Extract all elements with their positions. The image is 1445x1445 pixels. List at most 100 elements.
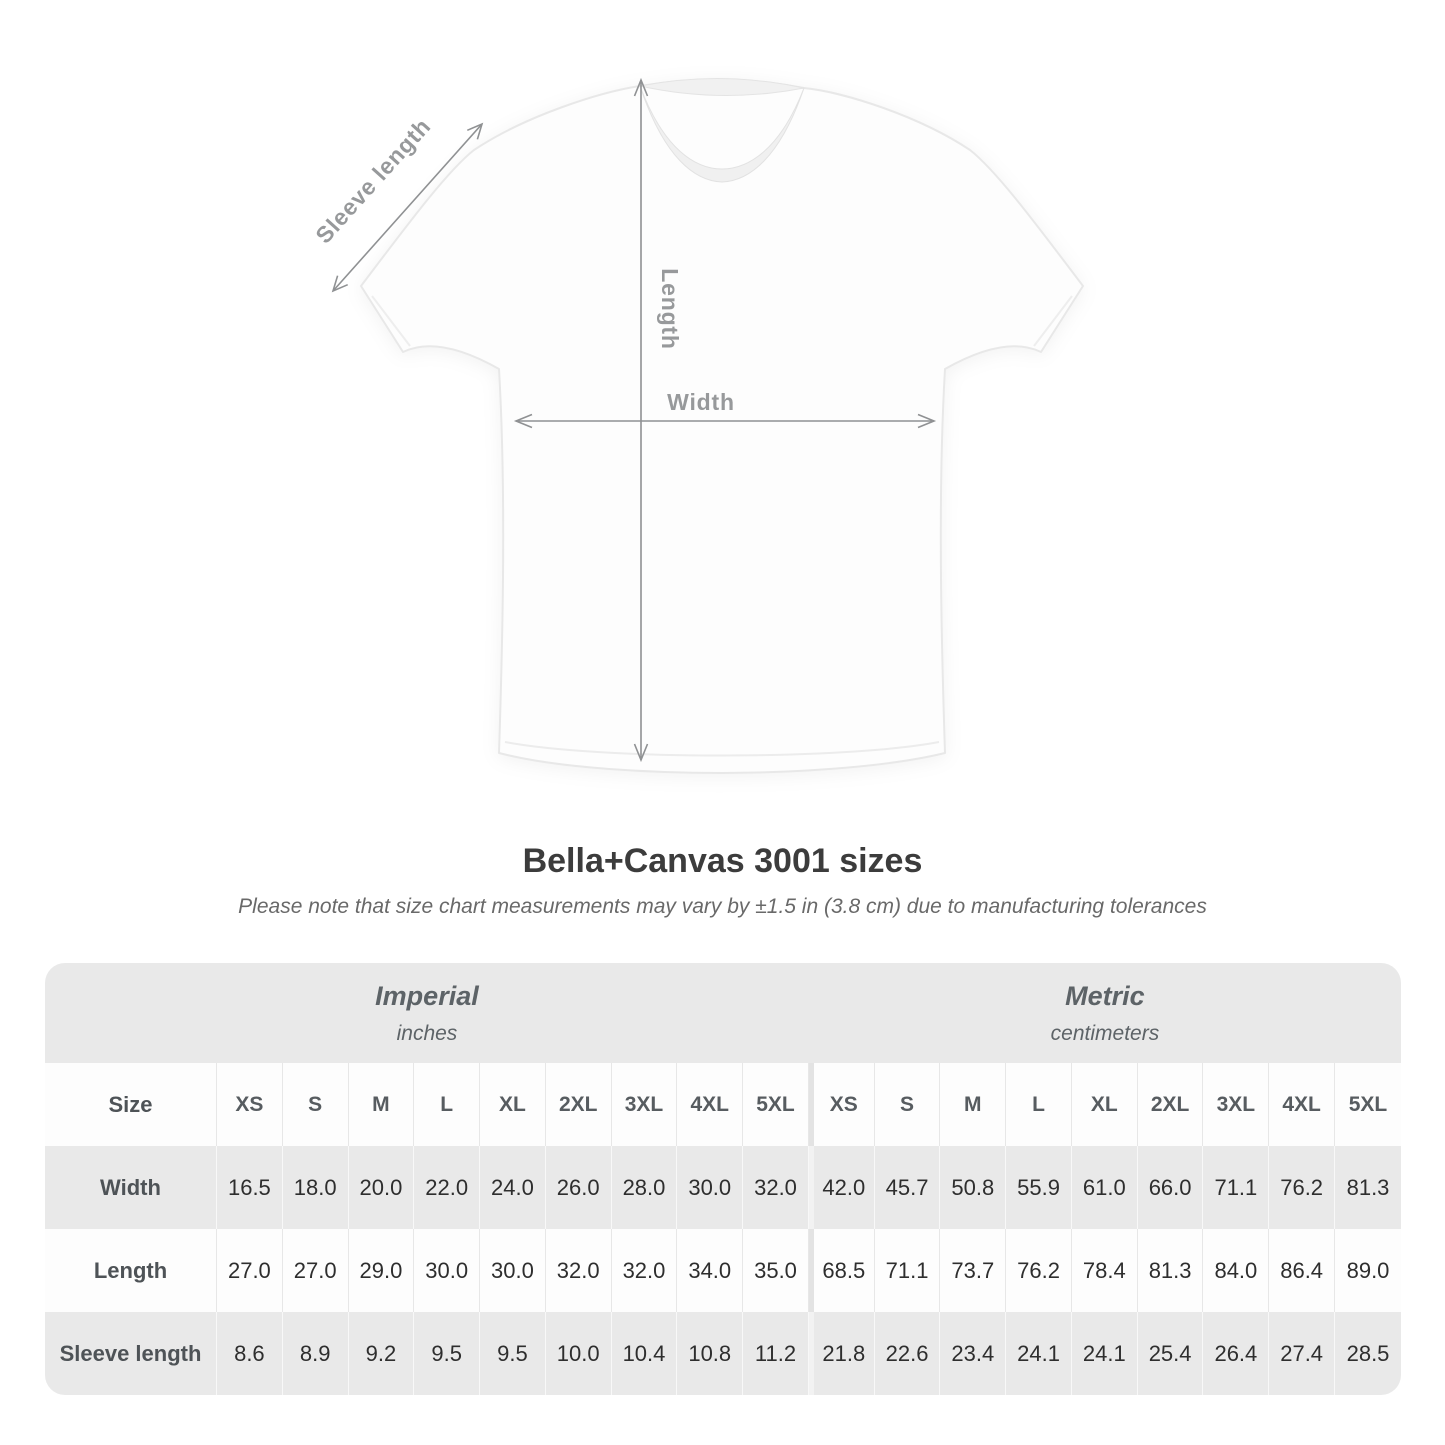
value-cell: 32.0: [545, 1229, 612, 1312]
value-cell: 45.7: [874, 1146, 941, 1229]
value-cell: 16.5: [217, 1146, 283, 1229]
value-cell: 71.1: [1203, 1146, 1270, 1229]
size-cell: XL: [1071, 1063, 1138, 1146]
value-cell: 9.5: [414, 1312, 481, 1395]
sleeve-length-row: Sleeve length 8.6 8.9 9.2 9.5 9.5 10.0 1…: [45, 1312, 1401, 1395]
size-cell: XS: [808, 1063, 875, 1146]
value-cell: 30.0: [414, 1229, 481, 1312]
size-cell: 5XL: [1335, 1063, 1401, 1146]
value-cell: 32.0: [611, 1229, 678, 1312]
size-header-row: Size XS S M L XL 2XL 3XL 4XL 5XL XS S M …: [45, 1063, 1401, 1146]
width-label: Width: [667, 389, 735, 415]
row-label: Width: [45, 1146, 217, 1229]
value-cell: 27.0: [217, 1229, 283, 1312]
value-cell: 8.9: [282, 1312, 349, 1395]
length-row: Length 27.0 27.0 29.0 30.0 30.0 32.0 32.…: [45, 1229, 1401, 1312]
length-arrow: [633, 77, 649, 763]
collar-band: [639, 85, 805, 183]
value-cell: 24.0: [480, 1146, 546, 1229]
value-cell: 9.2: [348, 1312, 415, 1395]
size-cell: L: [414, 1063, 481, 1146]
value-cell: 84.0: [1203, 1229, 1270, 1312]
row-label: Sleeve length: [45, 1312, 217, 1395]
size-cell: 2XL: [1137, 1063, 1204, 1146]
value-cell: 89.0: [1335, 1229, 1401, 1312]
value-cell: 81.3: [1335, 1146, 1401, 1229]
row-label: Length: [45, 1229, 217, 1312]
imperial-unit: inches: [396, 1021, 458, 1045]
value-cell: 9.5: [480, 1312, 546, 1395]
sleeve-length-arrow: [331, 122, 484, 293]
size-table: Imperial inches Metric centimeters Size …: [45, 963, 1401, 1395]
tshirt-diagram-svg: Sleeve length Length Width: [310, 77, 1084, 774]
value-cell: 10.8: [677, 1312, 744, 1395]
value-cell: 23.4: [940, 1312, 1007, 1395]
size-cell: L: [1006, 1063, 1072, 1146]
value-cell: 24.1: [1071, 1312, 1138, 1395]
width-row: Width 16.5 18.0 20.0 22.0 24.0 26.0 28.0…: [45, 1146, 1401, 1229]
value-cell: 35.0: [743, 1229, 809, 1312]
value-cell: 66.0: [1137, 1146, 1204, 1229]
metric-unit: centimeters: [1050, 1021, 1160, 1045]
page-title: Bella+Canvas 3001 sizes: [522, 842, 923, 880]
size-table-grid: Imperial inches Metric centimeters Size …: [45, 963, 1401, 1395]
value-cell: 30.0: [677, 1146, 744, 1229]
value-cell: 25.4: [1137, 1312, 1204, 1395]
title-block: Bella+Canvas 3001 sizes Please note that…: [0, 841, 1445, 919]
length-label: Length: [657, 268, 683, 349]
value-cell: 10.0: [545, 1312, 612, 1395]
value-cell: 73.7: [940, 1229, 1007, 1312]
value-cell: 22.6: [874, 1312, 941, 1395]
value-cell: 30.0: [480, 1229, 546, 1312]
value-cell: 55.9: [1006, 1146, 1072, 1229]
value-cell: 32.0: [743, 1146, 809, 1229]
size-cell: 4XL: [677, 1063, 744, 1146]
value-cell: 20.0: [348, 1146, 415, 1229]
value-cell: 76.2: [1269, 1146, 1336, 1229]
value-cell: 10.4: [611, 1312, 678, 1395]
size-cell: M: [940, 1063, 1007, 1146]
width-arrow: [513, 413, 937, 429]
size-cell: S: [874, 1063, 941, 1146]
size-cell: XL: [480, 1063, 546, 1146]
metric-label: Metric: [1065, 980, 1145, 1011]
metric-section-header: Metric centimeters: [808, 963, 1401, 1063]
imperial-label: Imperial: [375, 980, 479, 1011]
tshirt-measurement-diagram: Sleeve length Length Width: [310, 77, 1084, 774]
value-cell: 22.0: [414, 1146, 481, 1229]
value-cell: 27.0: [282, 1229, 349, 1312]
value-cell: 61.0: [1071, 1146, 1138, 1229]
tolerance-note: Please note that size chart measurements…: [238, 895, 1207, 918]
value-cell: 29.0: [348, 1229, 415, 1312]
size-cell: 3XL: [611, 1063, 678, 1146]
size-cell: S: [282, 1063, 349, 1146]
value-cell: 28.5: [1335, 1312, 1401, 1395]
value-cell: 28.0: [611, 1146, 678, 1229]
value-cell: 26.0: [545, 1146, 612, 1229]
size-cell: 2XL: [545, 1063, 612, 1146]
size-cell: M: [348, 1063, 415, 1146]
value-cell: 76.2: [1006, 1229, 1072, 1312]
value-cell: 42.0: [808, 1146, 875, 1229]
value-cell: 27.4: [1269, 1312, 1336, 1395]
size-cell: 4XL: [1269, 1063, 1336, 1146]
value-cell: 78.4: [1071, 1229, 1138, 1312]
size-header: Size: [45, 1063, 217, 1146]
value-cell: 86.4: [1269, 1229, 1336, 1312]
imperial-section-header: Imperial inches: [45, 963, 809, 1063]
value-cell: 21.8: [808, 1312, 875, 1395]
value-cell: 81.3: [1137, 1229, 1204, 1312]
value-cell: 50.8: [940, 1146, 1007, 1229]
size-cell: XS: [217, 1063, 283, 1146]
size-cell: 3XL: [1203, 1063, 1270, 1146]
value-cell: 71.1: [874, 1229, 941, 1312]
value-cell: 24.1: [1006, 1312, 1072, 1395]
value-cell: 34.0: [677, 1229, 744, 1312]
tshirt-graphic: [360, 77, 1084, 774]
value-cell: 68.5: [808, 1229, 875, 1312]
unit-system-header-row: Imperial inches Metric centimeters: [45, 963, 1401, 1063]
value-cell: 11.2: [743, 1312, 809, 1395]
value-cell: 26.4: [1203, 1312, 1270, 1395]
value-cell: 8.6: [217, 1312, 283, 1395]
